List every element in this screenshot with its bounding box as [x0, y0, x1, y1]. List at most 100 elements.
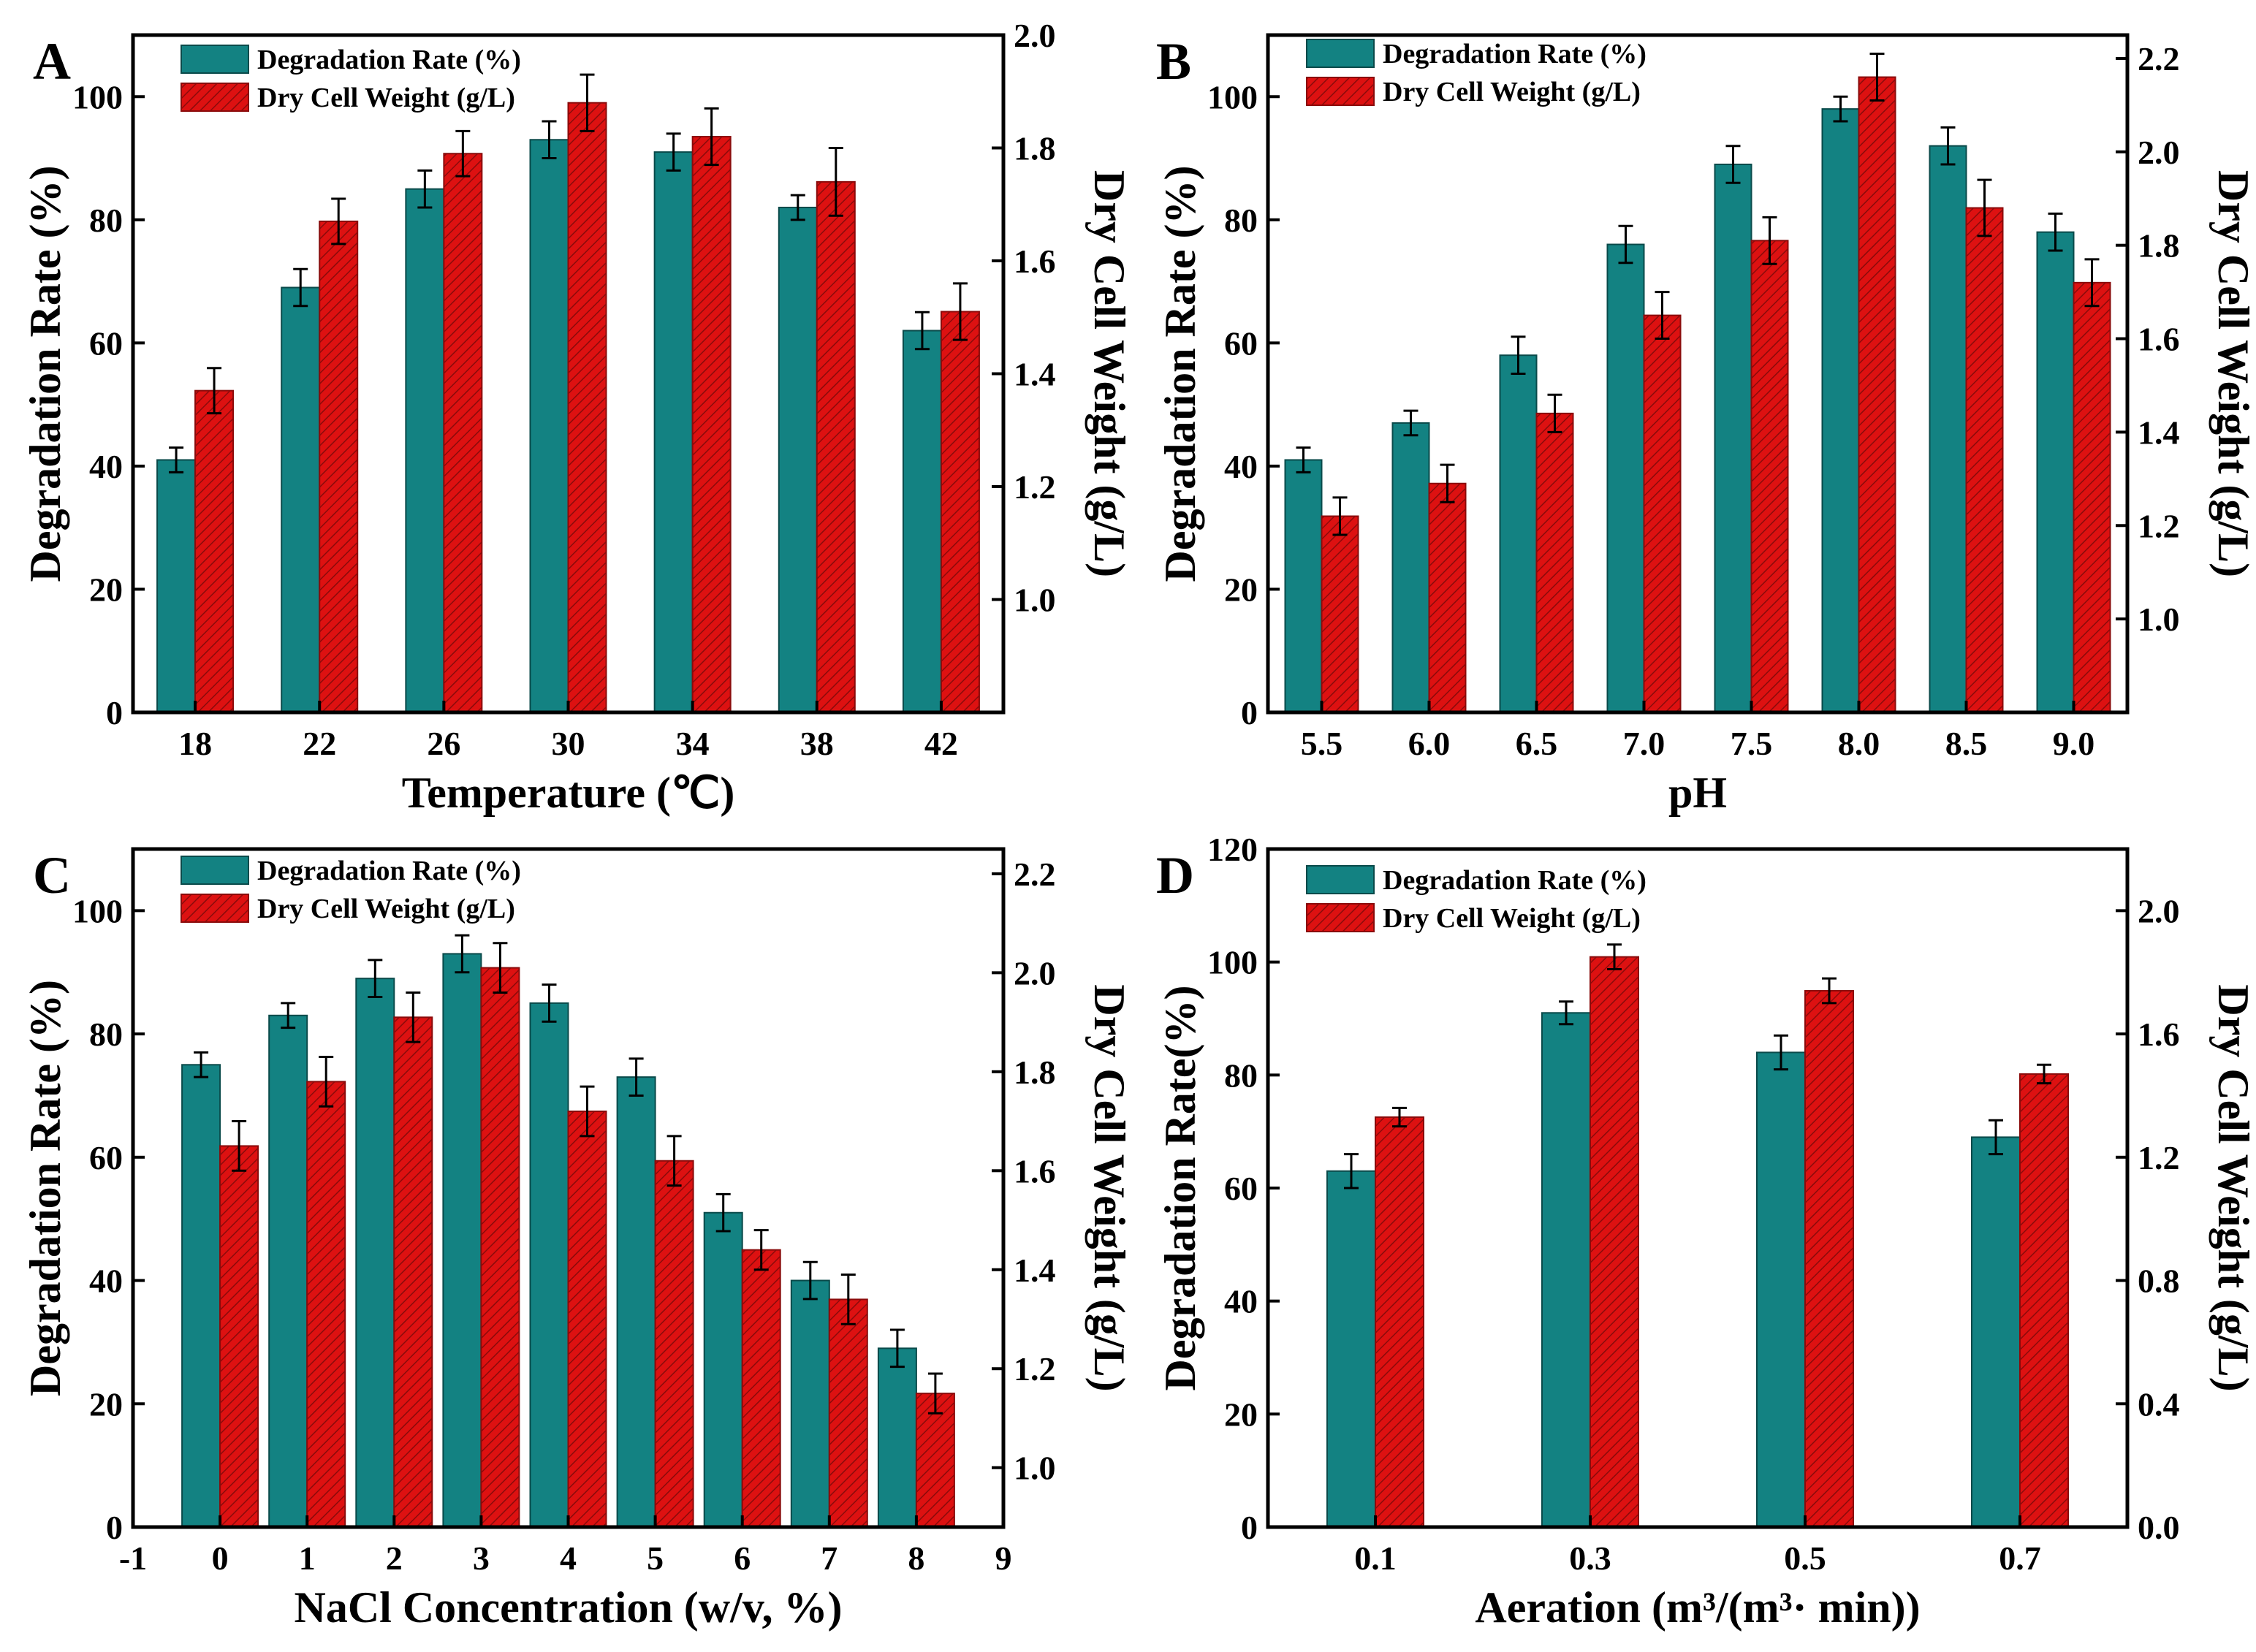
bar-dry-cell-weight: [2073, 281, 2111, 713]
y-right-tick-label: 2.0: [1014, 17, 1056, 54]
x-tick-label: 6.0: [1408, 725, 1451, 762]
legend-swatch-dry-cell-weight: [181, 894, 249, 923]
error-bar-degradation-rate: [914, 311, 930, 351]
error-bar-degradation-rate: [790, 194, 805, 221]
error-bar-degradation-rate: [169, 446, 184, 473]
error-bar-dry-cell-weight: [1332, 496, 1348, 536]
error-bar-degradation-rate: [889, 1328, 905, 1369]
y-right-tick-label: 2.2: [2138, 40, 2180, 77]
bar-degradation-rate: [616, 1076, 656, 1529]
error-bar-degradation-rate: [368, 959, 383, 998]
y-tick-label: 0: [1241, 1509, 1258, 1546]
bar-degradation-rate: [790, 1279, 830, 1528]
x-tick-label: 26: [427, 725, 460, 762]
error-bar-dry-cell-weight: [753, 1229, 769, 1271]
y-right-tick-label: 1.2: [2138, 1139, 2180, 1176]
x-tick-label: 9.0: [2053, 725, 2095, 762]
y-tick-label: 20: [1224, 1396, 1258, 1433]
bar-dry-cell-weight: [567, 102, 607, 713]
error-bar-dry-cell-weight: [232, 1120, 247, 1172]
error-bar-degradation-rate: [1833, 95, 1848, 123]
y-tick-label: 40: [89, 1263, 123, 1300]
y-tick-label: 0: [106, 1509, 123, 1546]
legend-swatch-degradation-rate: [1306, 39, 1375, 68]
bar-dry-cell-weight: [691, 136, 732, 714]
error-bar-dry-cell-weight: [828, 147, 843, 217]
bar-degradation-rate: [1499, 354, 1538, 713]
bar-degradation-rate: [529, 1002, 569, 1528]
error-bar-degradation-rate: [628, 1057, 644, 1097]
error-bar-dry-cell-weight: [493, 942, 508, 994]
bar-degradation-rate: [181, 1064, 221, 1528]
x-tick-label: 6.5: [1516, 725, 1558, 762]
x-tick-label: 6: [734, 1539, 751, 1577]
bar-degradation-rate: [902, 330, 942, 713]
legend-swatch-dry-cell-weight: [181, 83, 249, 112]
legend-label-dry-cell-weight: Dry Cell Weight (g/L): [257, 83, 515, 113]
legend-label-dry-cell-weight: Dry Cell Weight (g/L): [1383, 903, 1641, 934]
error-bar-degradation-rate: [417, 169, 433, 209]
y-right-tick-label: 1.6: [2138, 321, 2180, 358]
bar-degradation-rate: [1929, 145, 1967, 713]
bar-dry-cell-weight: [741, 1249, 781, 1528]
bar-degradation-rate: [2036, 231, 2075, 713]
panel-letter: B: [1156, 32, 1191, 91]
error-bar-dry-cell-weight: [1869, 53, 1885, 102]
bar-degradation-rate: [156, 459, 197, 713]
bar-dry-cell-weight: [1804, 990, 1854, 1528]
y-tick-label: 0: [1241, 694, 1258, 731]
x-tick-label: 7.5: [1731, 725, 1773, 762]
x-tick-label: 0: [212, 1539, 229, 1577]
bar-degradation-rate: [355, 978, 395, 1529]
y-right-tick-label: 1.2: [2138, 507, 2180, 544]
plot-frame: [1266, 33, 2130, 715]
error-bar-degradation-rate: [715, 1192, 731, 1233]
bar-dry-cell-weight: [1590, 956, 1639, 1528]
y-tick-label: 100: [72, 892, 123, 929]
legend-label-dry-cell-weight: Dry Cell Weight (g/L): [257, 894, 515, 924]
bar-dry-cell-weight: [393, 1016, 433, 1528]
error-bar-degradation-rate: [1344, 1153, 1359, 1189]
error-bar-dry-cell-weight: [319, 1056, 334, 1108]
error-bar-dry-cell-weight: [580, 1085, 595, 1138]
bar-degradation-rate: [1606, 243, 1645, 713]
panel-letter: A: [33, 32, 71, 91]
x-tick-label: 8.5: [1945, 725, 1988, 762]
error-bar-dry-cell-weight: [1392, 1106, 1407, 1128]
error-bar-degradation-rate: [1559, 1000, 1573, 1026]
error-bar-degradation-rate: [1403, 409, 1418, 437]
y-tick-label: 60: [1224, 1170, 1258, 1207]
x-tick-label: 18: [178, 725, 212, 762]
bar-dry-cell-weight: [306, 1081, 346, 1528]
error-bar-dry-cell-weight: [704, 107, 719, 167]
error-bar-dry-cell-weight: [406, 991, 421, 1043]
x-tick-label: 7: [821, 1539, 838, 1577]
y-right-axis-title: Dry Cell Weight (g/L): [2209, 984, 2256, 1391]
bar-dry-cell-weight: [1750, 240, 1789, 713]
bar-dry-cell-weight: [219, 1145, 259, 1528]
error-bar-dry-cell-weight: [952, 282, 968, 341]
error-bar-dry-cell-weight: [1822, 977, 1837, 1005]
legend-label-degradation-rate: Degradation Rate (%): [1383, 865, 1647, 896]
x-tick-label: 9: [995, 1539, 1012, 1577]
y-right-tick-label: 1.0: [2138, 601, 2180, 638]
x-tick-label: 22: [303, 725, 336, 762]
error-bar-dry-cell-weight: [455, 129, 471, 178]
x-tick-label: 3: [473, 1539, 490, 1577]
y-right-tick-label: 1.6: [1014, 1152, 1056, 1189]
y-right-tick-label: 1.0: [1014, 582, 1056, 619]
error-bar-degradation-rate: [1618, 224, 1633, 264]
error-bar-dry-cell-weight: [666, 1135, 682, 1187]
y-tick-label: 60: [1224, 324, 1258, 362]
x-axis-title: Aeration (m³/(m³· min)): [1475, 1583, 1920, 1632]
bar-dry-cell-weight: [654, 1160, 694, 1528]
x-tick-label: 0.5: [1784, 1539, 1826, 1577]
legend-label-degradation-rate: Degradation Rate (%): [1383, 39, 1647, 69]
error-bar-dry-cell-weight: [580, 73, 595, 132]
y-tick-label: 100: [1207, 944, 1258, 981]
y-right-tick-label: 1.4: [1014, 1252, 1056, 1289]
x-axis-title: pH: [1668, 769, 1727, 817]
x-tick-label: 5: [647, 1539, 664, 1577]
bar-degradation-rate: [778, 206, 818, 713]
